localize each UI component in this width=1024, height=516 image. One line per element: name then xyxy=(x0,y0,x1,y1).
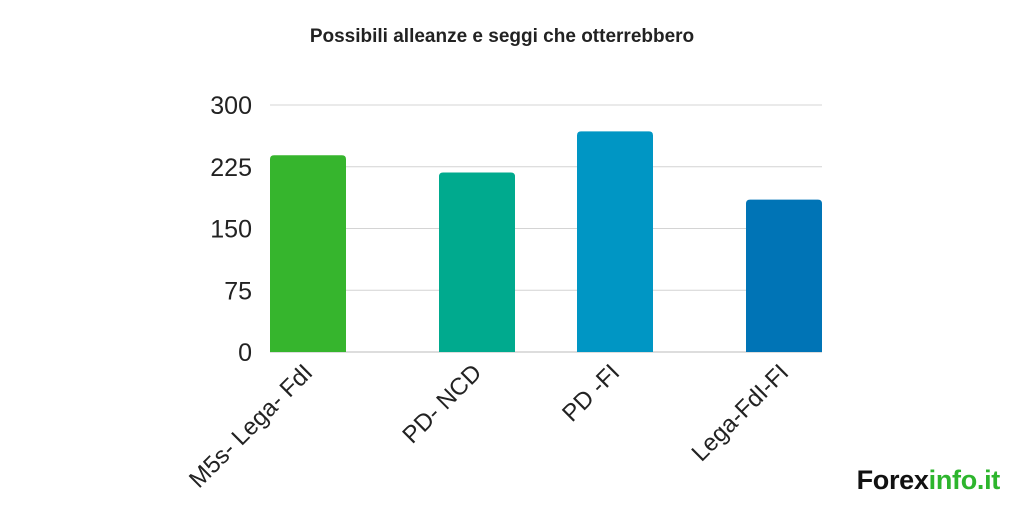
bar xyxy=(270,155,346,352)
bar xyxy=(746,199,822,352)
y-tick-label: 225 xyxy=(210,154,252,182)
y-tick-label: 300 xyxy=(210,92,252,120)
x-tick-label: PD- NCD xyxy=(397,359,487,449)
y-tick-label: 75 xyxy=(224,277,252,305)
logo-text-info: info.it xyxy=(928,465,1001,495)
bar xyxy=(577,131,653,352)
x-tick-label: Lega-FdI-FI xyxy=(686,359,794,467)
x-tick-label: PD -FI xyxy=(557,359,625,427)
chart-title: Possibili alleanze e seggi che otterrebb… xyxy=(309,26,695,47)
bar xyxy=(439,172,515,352)
y-tick-label: 150 xyxy=(210,216,252,244)
logo-text-forex: Forex xyxy=(856,465,929,495)
x-tick-label: M5s- Lega- FdI xyxy=(184,359,318,493)
forexinfo-logo: Forexinfo.it xyxy=(856,465,1001,496)
y-tick-label: 0 xyxy=(238,339,252,367)
